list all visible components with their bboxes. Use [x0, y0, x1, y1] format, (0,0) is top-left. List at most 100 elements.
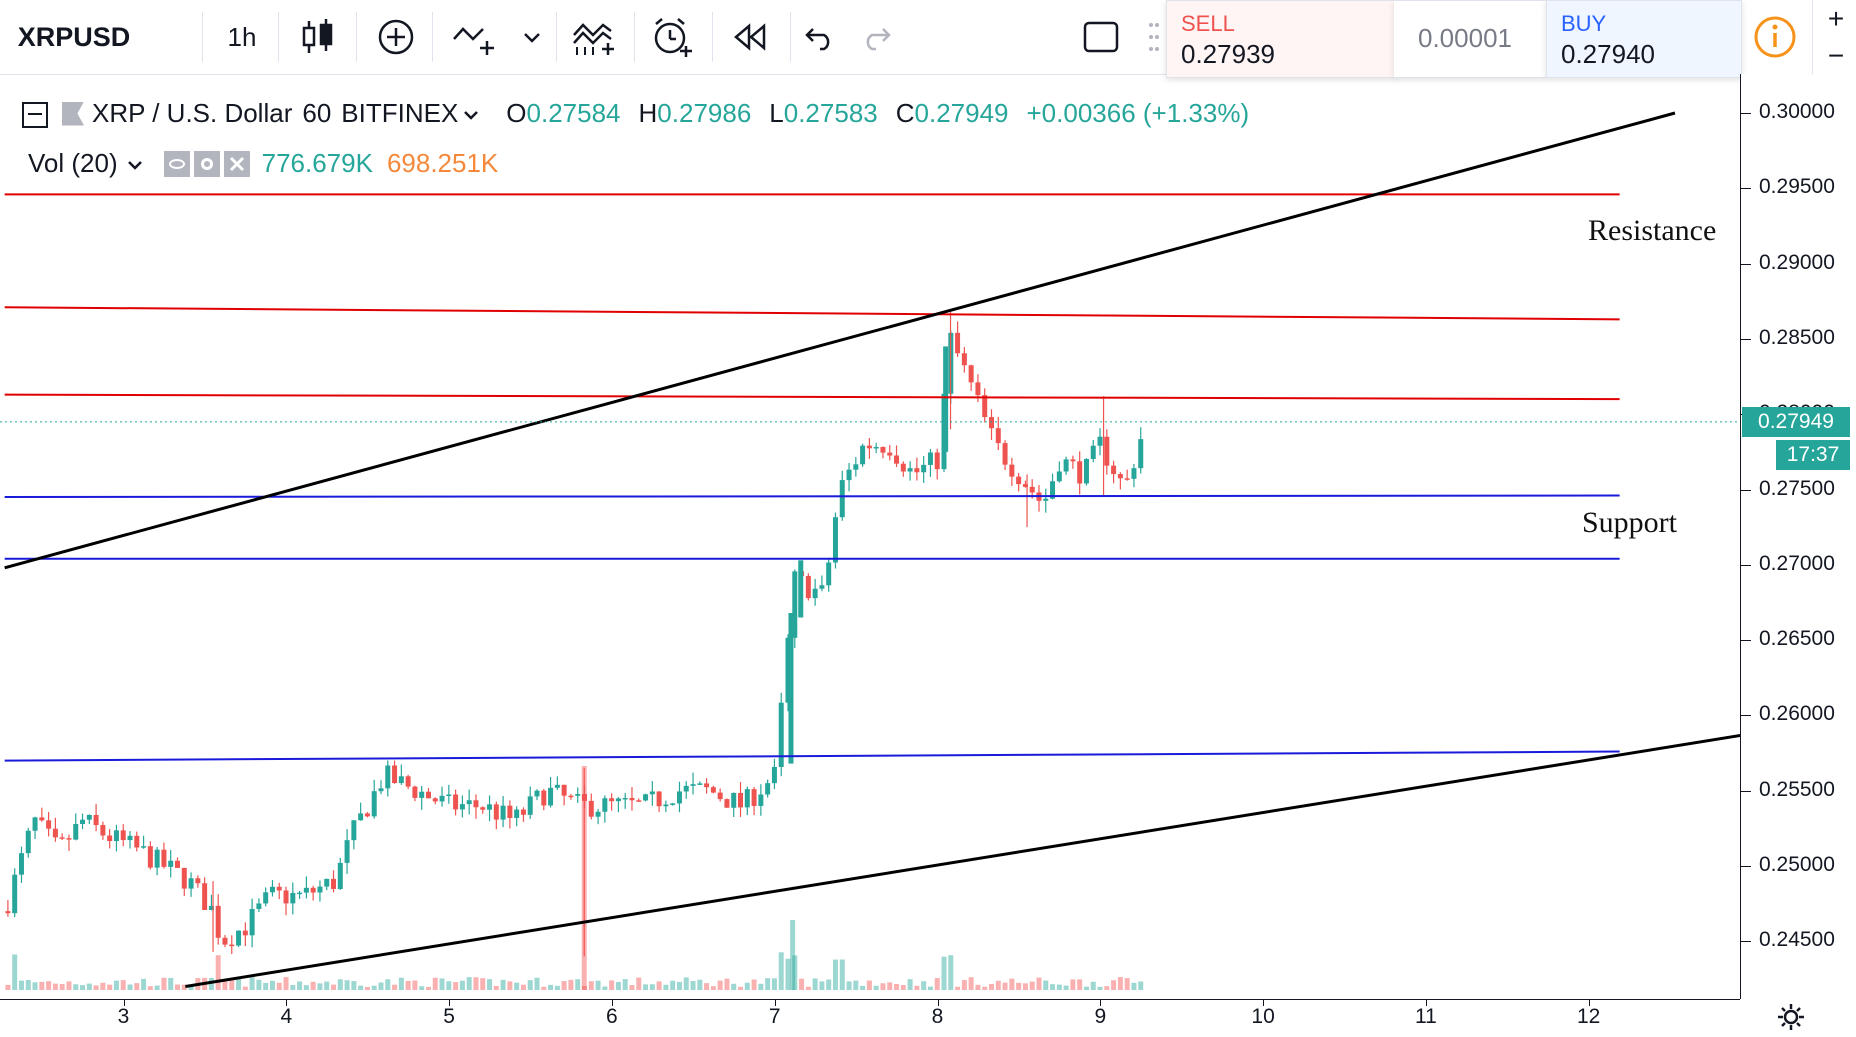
- close-label: C: [895, 98, 915, 128]
- candle-body: [995, 428, 1001, 444]
- resistance-annotation: Resistance: [1588, 214, 1717, 247]
- candle-body: [649, 791, 655, 795]
- candle-body: [955, 332, 961, 354]
- candle-body: [1117, 474, 1123, 479]
- volume-bar: [968, 977, 974, 990]
- candle-body: [894, 455, 900, 464]
- open-value: 0.27584: [526, 98, 621, 128]
- templates-icon[interactable]: [566, 0, 622, 74]
- support-line: [4, 750, 1620, 762]
- price-tick-label: 0.24500: [1759, 928, 1835, 952]
- fullscreen-icon[interactable]: [1076, 0, 1126, 74]
- trend-lines: [4, 111, 1740, 988]
- volume-bar: [364, 986, 370, 990]
- spread-box: 0.00001: [1394, 0, 1546, 78]
- volume-bar: [222, 981, 228, 990]
- high-value: 0.27986: [657, 98, 752, 128]
- volume-bar: [283, 977, 289, 990]
- interval-button[interactable]: 1h: [227, 21, 257, 52]
- candle-body: [1077, 461, 1083, 484]
- candle-body: [765, 783, 771, 795]
- time-tick-mark: [611, 1000, 613, 1006]
- volume-bar: [405, 980, 411, 990]
- volume-bar: [385, 979, 391, 990]
- candle-body: [351, 820, 357, 841]
- low-value: 0.27583: [783, 98, 878, 128]
- volume-bar: [25, 979, 31, 990]
- legend-exchange[interactable]: BITFINEX: [341, 98, 459, 128]
- price-axis[interactable]: 0.300000.295000.290000.285000.280000.275…: [1740, 74, 1856, 999]
- volume-bar: [988, 983, 994, 990]
- candle-body: [331, 878, 337, 889]
- price-tick-mark: [1741, 188, 1751, 190]
- toolbar-divider: [556, 12, 557, 62]
- price-chart[interactable]: [0, 74, 1740, 999]
- volume-bar: [676, 981, 682, 990]
- buy-button[interactable]: BUY 0.27940: [1546, 0, 1742, 78]
- candle-body: [615, 798, 621, 802]
- candle-body: [778, 702, 784, 767]
- volume-bar: [1090, 981, 1096, 990]
- candle-body: [195, 878, 201, 884]
- candle-body: [466, 800, 472, 805]
- candle-body: [236, 930, 242, 946]
- price-tick-mark: [1741, 113, 1751, 114]
- candle-body: [792, 571, 798, 638]
- time-tick-label: 9: [1094, 1005, 1107, 1028]
- volume-bar: [1056, 984, 1062, 990]
- time-tick-label: 7: [768, 1005, 781, 1028]
- candle-body: [344, 840, 350, 863]
- volume-chevron-icon[interactable]: [126, 148, 144, 179]
- drag-handle-icon[interactable]: [1144, 0, 1164, 74]
- volume-bar: [636, 977, 642, 990]
- volume-bar: [93, 985, 99, 990]
- replay-icon[interactable]: [722, 0, 778, 74]
- volume-bar: [778, 952, 784, 990]
- candles-style-icon[interactable]: [290, 0, 346, 74]
- alert-clock-icon[interactable]: [644, 0, 700, 74]
- candle-body: [943, 346, 949, 452]
- volume-bar: [1002, 982, 1008, 990]
- candle-body: [609, 798, 615, 802]
- price-tick-label: 0.26000: [1759, 702, 1835, 726]
- sell-button[interactable]: SELL 0.27939: [1166, 0, 1396, 78]
- candle-body: [656, 791, 662, 807]
- visibility-eye-icon[interactable]: [163, 150, 190, 177]
- volume-bar: [880, 983, 886, 990]
- candle-body: [1009, 464, 1015, 477]
- undo-icon[interactable]: [800, 0, 840, 74]
- legend-chevron-icon[interactable]: [462, 98, 480, 129]
- candle-body: [1138, 439, 1144, 469]
- chart-settings-gear-icon[interactable]: [1776, 1002, 1806, 1032]
- volume-bar: [724, 978, 730, 990]
- compare-add-icon[interactable]: [368, 0, 424, 74]
- zoom-in-icon[interactable]: +: [1827, 2, 1845, 34]
- symbol-search[interactable]: XRPUSD: [17, 21, 131, 52]
- candle-body: [32, 817, 38, 831]
- redo-icon[interactable]: [856, 0, 896, 74]
- info-icon[interactable]: [1740, 0, 1810, 74]
- volume-bar: [439, 978, 445, 990]
- candle-body: [168, 860, 174, 867]
- candle-body: [459, 804, 465, 810]
- collapse-legend-icon[interactable]: [22, 101, 48, 128]
- settings-gear-icon[interactable]: [193, 150, 220, 177]
- volume-bar: [846, 981, 852, 990]
- volume-bar: [1138, 981, 1144, 990]
- time-axis[interactable]: 3 4 5 6 7 8 9 10 11 12: [0, 999, 1740, 1035]
- volume-bar: [561, 981, 567, 990]
- volume-bar: [900, 985, 906, 990]
- remove-close-icon[interactable]: [223, 150, 250, 177]
- zoom-out-icon[interactable]: −: [1827, 39, 1845, 71]
- candle-body: [1029, 486, 1035, 493]
- candle-body: [364, 813, 370, 817]
- volume-bar: [948, 955, 954, 990]
- sell-label: SELL: [1181, 11, 1235, 36]
- candle-body: [208, 905, 214, 911]
- indicators-icon[interactable]: [446, 0, 502, 74]
- time-tick-label: 10: [1251, 1005, 1275, 1028]
- indicators-dropdown-chevron-icon[interactable]: [512, 0, 552, 74]
- trendline: [185, 734, 1740, 988]
- volume-bar: [575, 979, 581, 990]
- volume-bar: [358, 985, 364, 990]
